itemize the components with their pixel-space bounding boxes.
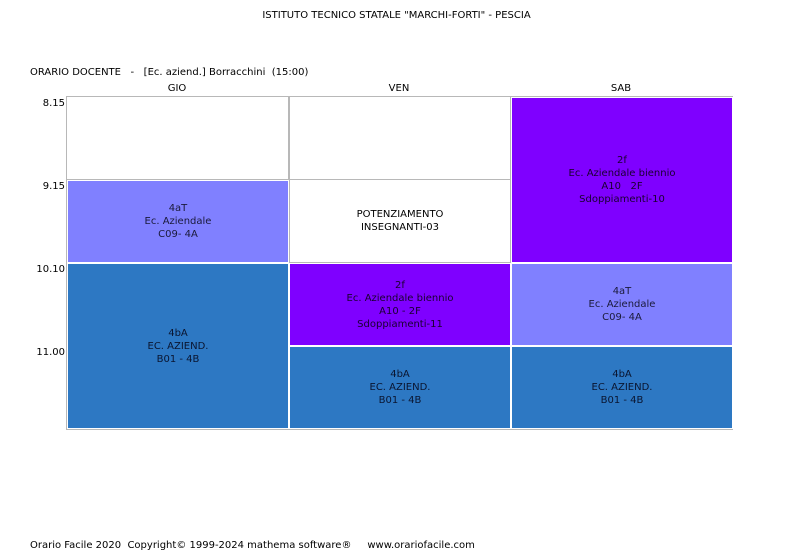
lesson-activity: POTENZIAMENTO	[356, 209, 444, 220]
lesson-cell[interactable]: 4bA EC. AZIEND. B01 - 4B	[67, 263, 289, 429]
lesson-subject: Ec. Aziendale biennio	[346, 292, 454, 304]
time-label-3: 10.10	[36, 264, 65, 275]
lesson-subject: EC. AZIEND.	[147, 340, 209, 352]
time-label-2: 9.15	[42, 181, 65, 192]
lesson-group: Sdoppiamenti-10	[579, 194, 665, 205]
lesson-group: Sdoppiamenti-11	[357, 318, 443, 330]
lesson-class: 4bA	[612, 369, 632, 380]
lesson-subject: Ec. Aziendale biennio	[568, 168, 676, 179]
lesson-cell[interactable]: 4aT Ec. Aziendale C09- 4A	[511, 263, 733, 346]
lesson-class: 4aT	[168, 203, 188, 214]
school-title: ISTITUTO TECNICO STATALE "MARCHI-FORTI" …	[262, 10, 531, 21]
teacher-title: ORARIO DOCENTE - [Ec. aziend.] Borracchi…	[30, 67, 309, 78]
lesson-cell[interactable]: 4bA EC. AZIEND. B01 - 4B	[289, 346, 511, 429]
time-label-1: 8.15	[42, 98, 65, 109]
time-label-4: 11.00	[36, 347, 65, 358]
lesson-cell[interactable]: 2f Ec. Aziendale biennio A10 - 2F Sdoppi…	[289, 263, 511, 346]
lesson-class: 4aT	[612, 286, 632, 297]
lesson-room: C09- 4A	[602, 312, 642, 323]
lesson-room: B01 - 4B	[156, 353, 200, 365]
lesson-class: 4bA	[168, 327, 188, 339]
empty-cell	[289, 97, 511, 180]
footer-copyright: Orario Facile 2020 Copyright© 1999-2024 …	[30, 540, 475, 551]
lesson-room: C09- 4A	[158, 229, 198, 240]
lesson-subject: Ec. Aziendale	[588, 299, 656, 310]
day-header-sab: SAB	[610, 83, 632, 94]
lesson-subject: EC. AZIEND.	[591, 382, 653, 393]
timetable-grid: 4aT Ec. Aziendale C09- 4A 4bA EC. AZIEND…	[66, 96, 733, 430]
lesson-cell[interactable]: 4bA EC. AZIEND. B01 - 4B	[511, 346, 733, 429]
lesson-room: A10 - 2F	[379, 305, 421, 317]
day-header-ven: VEN	[388, 83, 410, 94]
lesson-class: 2f	[617, 155, 627, 166]
lesson-cell[interactable]: 2f Ec. Aziendale biennio A10 2F Sdoppiam…	[511, 97, 733, 263]
lesson-room: B01 - 4B	[600, 395, 644, 406]
lesson-room: INSEGNANTI-03	[360, 222, 440, 233]
empty-cell	[67, 97, 289, 180]
lesson-cell[interactable]: 4aT Ec. Aziendale C09- 4A	[67, 180, 289, 263]
lesson-subject: EC. AZIEND.	[369, 382, 431, 393]
lesson-class: 4bA	[390, 369, 410, 380]
lesson-room: A10 2F	[601, 181, 643, 192]
day-header-gio: GIO	[167, 83, 187, 94]
lesson-cell[interactable]: POTENZIAMENTO INSEGNANTI-03	[289, 180, 511, 263]
lesson-class: 2f	[395, 279, 405, 291]
lesson-room: B01 - 4B	[378, 395, 422, 406]
lesson-subject: Ec. Aziendale	[144, 216, 212, 227]
